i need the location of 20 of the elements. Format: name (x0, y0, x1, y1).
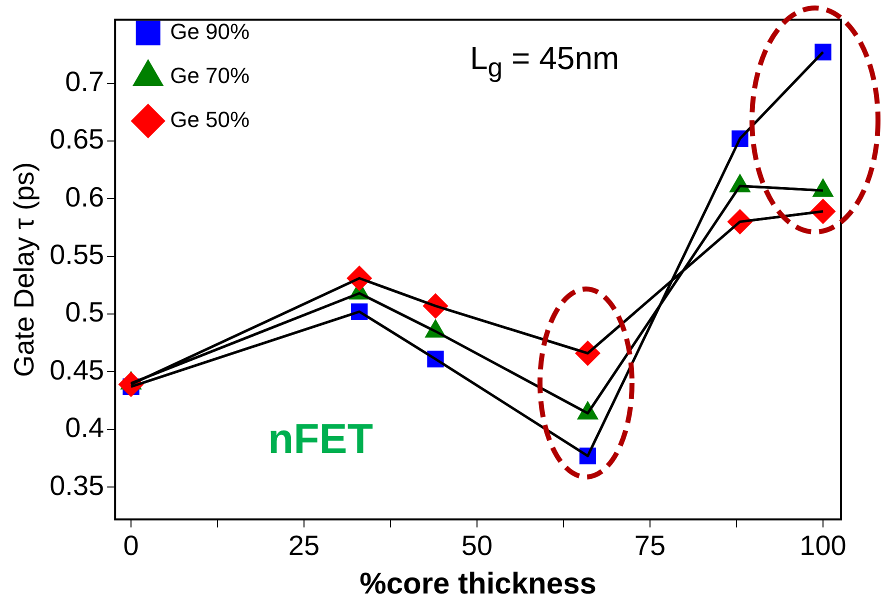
x-axis-title: %core thickness (360, 567, 596, 600)
legend-label: Ge 50% (170, 107, 250, 132)
x-tick-label: 0 (123, 530, 139, 561)
x-tick-label: 50 (461, 530, 493, 561)
y-tick-label: 0.65 (50, 124, 104, 155)
legend-label: Ge 70% (170, 63, 250, 88)
x-tick-label: 100 (800, 530, 846, 561)
x-tick-label: 75 (634, 530, 666, 561)
annotation: L$_{g}$ = 45nm (470, 40, 620, 84)
y-axis-title: Gate Delay τ (ps) (8, 162, 40, 378)
legend-label: Ge 90% (170, 19, 250, 44)
y-tick-label: 0.45 (50, 354, 104, 386)
y-tick-label: 0.7 (65, 66, 104, 97)
y-tick-label: 0.4 (65, 412, 104, 444)
y-tick-label: 0.5 (65, 296, 104, 328)
y-tick-label: 0.35 (50, 470, 104, 501)
y-tick-label: 0.6 (65, 181, 104, 212)
x-tick-label: 25 (288, 530, 320, 561)
y-tick-label: 0.55 (50, 239, 104, 270)
annotation: nFET (268, 415, 373, 463)
